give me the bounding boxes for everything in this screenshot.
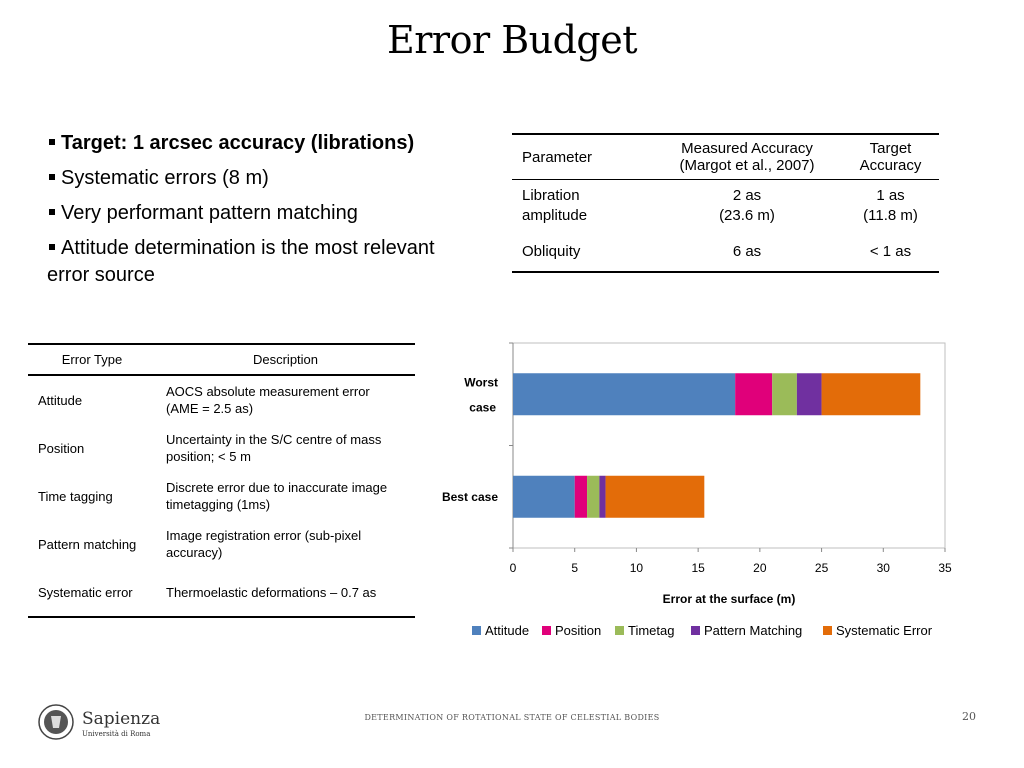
error-type-table: Error Type Description Attitude AOCS abs… — [28, 343, 415, 618]
cell-line: (23.6 m) — [719, 207, 775, 224]
error-type-cell: Pattern matching — [38, 536, 137, 552]
bullet-square-icon — [49, 208, 55, 215]
table-cell: Libration amplitude — [522, 187, 588, 224]
legend-label: Timetag — [628, 623, 674, 638]
legend-label: Pattern Matching — [704, 623, 802, 638]
logo-subtitle: Università di Roma — [82, 729, 150, 738]
x-tick-label: 35 — [938, 561, 952, 575]
bullet-square-icon — [49, 243, 55, 250]
footer-caption: DETERMINATION OF ROTATIONAL STATE OF CEL… — [364, 713, 660, 722]
bullet-text: Target: 1 arcsec accuracy (librations) — [61, 132, 415, 154]
accuracy-table: Parameter Measured Accuracy (Margot et a… — [512, 133, 939, 273]
column-header: Target Accuracy — [842, 133, 939, 180]
x-tick-label: 10 — [630, 561, 644, 575]
chart-canvas: 0 5 10 15 20 25 30 35 Error at the surface (m) Wo… — [442, 342, 952, 638]
column-header: Error Type — [28, 343, 156, 376]
bullet-item: Very performant pattern matching — [47, 200, 467, 227]
error-budget-chart: 0 5 10 15 20 25 30 35 Error at the surface (m) Wo… — [430, 335, 990, 655]
x-tick-label: 5 — [571, 561, 578, 575]
column-header: Measured Accuracy (Margot et al., 2007) — [652, 133, 842, 180]
logo-name: Sapienza — [82, 709, 160, 729]
category-label: Worst — [464, 375, 498, 389]
error-type-cell: Position — [38, 440, 85, 456]
legend-label: Position — [555, 623, 601, 638]
bar-segment — [587, 475, 600, 518]
description-cell: Image registration error (sub-pixel accu… — [166, 528, 362, 560]
slide-title: Error Budget — [387, 18, 638, 62]
column-header: Parameter — [512, 133, 652, 180]
bar-segment — [772, 373, 797, 416]
table-row: Pattern matching Image registration erro… — [28, 520, 415, 568]
bullet-square-icon — [49, 173, 55, 180]
legend-label: Systematic Error — [836, 623, 933, 638]
bar-segment — [796, 373, 822, 416]
bar-segment — [574, 475, 588, 518]
column-header: Description — [156, 343, 415, 376]
cell-line: 1 as — [876, 187, 905, 204]
bullet-text: Very performant pattern matching — [61, 202, 358, 224]
table-cell: 6 as — [652, 230, 842, 273]
description-cell: Thermoelastic deformations – 0.7 as — [156, 568, 415, 618]
bullet-square-icon — [49, 138, 55, 145]
category-label: case — [469, 400, 496, 414]
legend-swatch — [615, 626, 624, 635]
error-type-cell: Attitude — [38, 392, 83, 408]
table-header-row: Error Type Description — [28, 343, 415, 376]
cell-line: (11.8 m) — [863, 207, 918, 224]
page-number: 20 — [962, 710, 976, 723]
seal-figure-icon — [51, 716, 61, 728]
legend-swatch — [542, 626, 551, 635]
table-row: Attitude AOCS absolute measurement error… — [28, 375, 415, 424]
x-tick-label: 15 — [691, 561, 705, 575]
bar-segment — [513, 475, 575, 518]
table-cell: Obliquity — [512, 230, 652, 273]
table-row: Libration amplitude 2 as (23.6 m) 1 as (11… — [512, 180, 939, 231]
legend-swatch — [691, 626, 700, 635]
bullet-text: Systematic errors (8 m) — [61, 167, 269, 189]
bullet-item: Systematic errors (8 m) — [47, 165, 467, 192]
category-label: Best case — [442, 490, 498, 504]
error-type-cell: Time tagging — [38, 488, 113, 504]
table-cell: 2 as (23.6 m) — [652, 180, 842, 231]
table-row: Systematic error Thermoelastic deformati… — [28, 568, 415, 618]
bar-segment — [599, 475, 606, 518]
bullet-text: Attitude determination is the most relev… — [47, 237, 435, 286]
description-cell: Uncertainty in the S/C centre of mass po… — [166, 432, 382, 464]
bar-segment — [605, 475, 705, 518]
table-row: Time tagging Discrete error due to inacc… — [28, 472, 415, 520]
bar-segment — [735, 373, 773, 416]
description-cell: Discrete error due to inaccurate image t… — [166, 480, 388, 512]
bullet-list: Target: 1 arcsec accuracy (librations) S… — [47, 130, 467, 297]
table-row: Position Uncertainty in the S/C centre o… — [28, 424, 415, 472]
description-cell: AOCS absolute measurement error (AME = 2… — [166, 384, 370, 416]
error-type-cell: Systematic error — [28, 568, 156, 618]
legend-swatch — [823, 626, 832, 635]
cell-line: 2 as — [732, 187, 762, 204]
legend-label: Attitude — [485, 623, 529, 638]
x-tick-label: 20 — [753, 561, 767, 575]
x-axis-title: Error at the surface (m) — [663, 592, 796, 606]
table-row: Obliquity 6 as < 1 as — [512, 230, 939, 273]
legend-swatch — [472, 626, 481, 635]
table-cell: 1 as (11.8 m) — [842, 180, 939, 231]
table-header-row: Parameter Measured Accuracy (Margot et a… — [512, 133, 939, 180]
x-tick-label: 25 — [815, 561, 829, 575]
table-cell: < 1 as — [842, 230, 939, 273]
x-tick-label: 0 — [510, 561, 517, 575]
sapienza-logo: Sapienza Università di Roma — [38, 704, 160, 740]
bullet-item: Attitude determination is the most relev… — [47, 235, 467, 289]
bar-segment — [513, 373, 736, 416]
x-tick-label: 30 — [877, 561, 891, 575]
bar-segment — [821, 373, 921, 416]
bullet-item: Target: 1 arcsec accuracy (librations) — [47, 130, 467, 157]
